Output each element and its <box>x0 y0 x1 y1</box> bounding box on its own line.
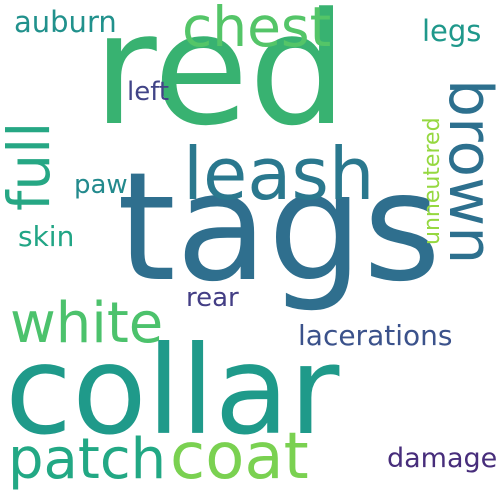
word-patch: patch <box>8 427 167 492</box>
word-skin: skin <box>18 220 75 253</box>
word-damage: damage <box>387 443 498 474</box>
word-chest: chest <box>182 0 332 59</box>
word-left: left <box>127 77 170 107</box>
word-full: full <box>0 121 63 211</box>
word-auburn: auburn <box>14 5 117 39</box>
word-lacerations: lacerations <box>298 319 453 352</box>
word-collar: collar <box>5 320 340 462</box>
word-brown: brown <box>435 79 500 265</box>
word-legs: legs <box>422 14 482 48</box>
word-white: white <box>10 291 164 356</box>
word-leash: leash <box>183 132 375 216</box>
word-tags: tags <box>117 141 442 315</box>
word-rear: rear <box>186 283 239 313</box>
word-red: red <box>93 0 348 160</box>
word-coat: coat <box>170 420 309 494</box>
word-unneutered: unneutered <box>420 117 445 245</box>
word-paw: paw <box>74 170 128 200</box>
